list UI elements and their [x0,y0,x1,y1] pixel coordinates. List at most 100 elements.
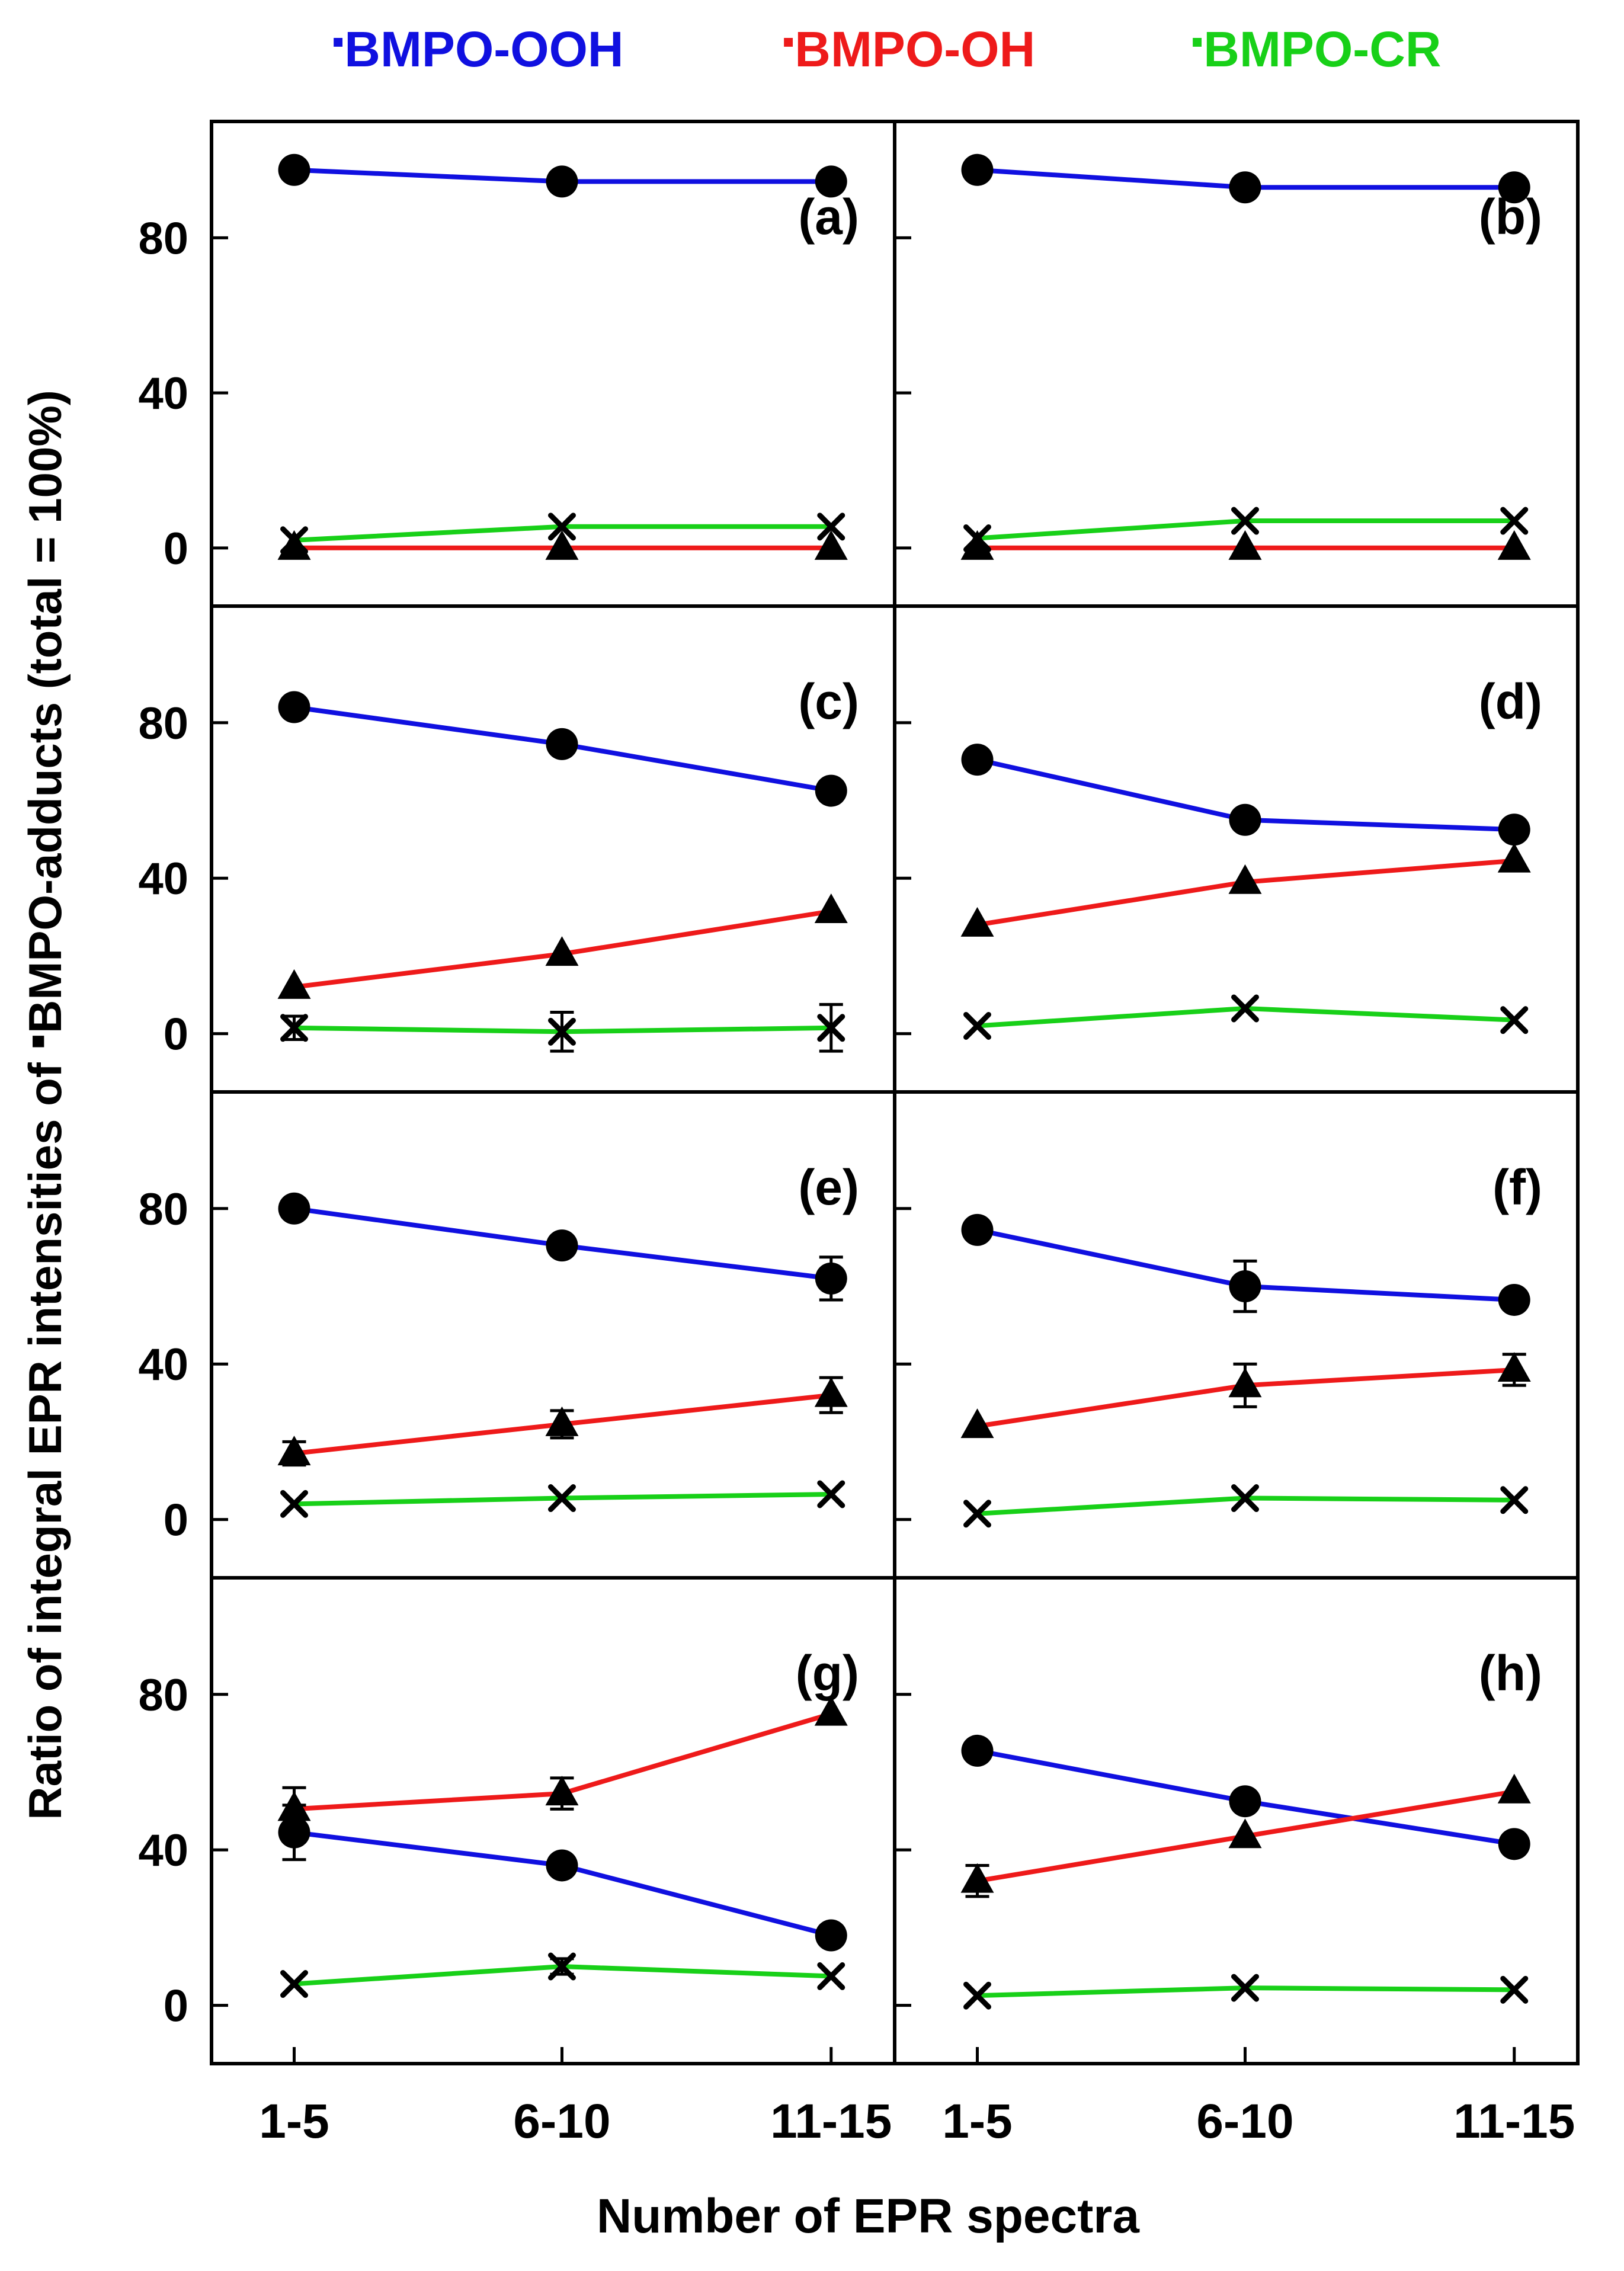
data-point-triangle [1497,1352,1531,1382]
panel-label: (a) [798,189,859,245]
panel-a: (a) [277,153,859,560]
y-tick-label: 40 [138,369,188,419]
data-point-x [1231,507,1259,535]
data-point-triangle [545,936,579,966]
data-point-circle [1498,813,1530,846]
y-tick-label: 40 [138,1825,188,1876]
data-point-circle [961,744,994,776]
data-point-circle [546,728,578,760]
data-point-triangle [1228,530,1262,560]
radical-dot: ▪ [11,1033,63,1050]
data-point-x [280,526,309,555]
data-point-triangle [960,1408,994,1439]
data-point-triangle [277,1791,311,1821]
data-point-circle [1229,171,1261,204]
x-tick-label: 6-10 [513,2094,610,2148]
data-point-x [280,1490,309,1518]
data-point-triangle [814,1696,848,1726]
panel-grid: (a) (b) (c) (d) (e) (f) (g) (h) [277,153,1542,2010]
data-point-circle [1498,1828,1530,1860]
data-point-circle [278,153,310,186]
x-tick-label: 11-15 [1453,2094,1575,2148]
data-point-triangle [814,530,848,560]
panel-c: (c) [277,674,859,1053]
legend-label: BMPO-OOH [344,21,623,77]
data-point-triangle [1228,864,1262,894]
legend-item: ▪BMPO-OH [782,21,1035,77]
y-tick-label: 80 [138,1670,188,1721]
data-point-circle [961,1213,994,1246]
data-point-x [963,524,992,552]
series-line-bmpo-ooh [294,1830,832,1938]
y-tick-label: 80 [138,1184,188,1235]
data-point-triangle [1228,1367,1262,1398]
axes: 0 40 80 0 40 80 0 40 80 0 40 80 1-5 6-10 11-15 1-5 6-10 1… [138,213,1575,2148]
x-axis-label: Number of EPR spectra [597,2189,1140,2243]
data-point-triangle [277,969,311,999]
y-tick-label: 0 [164,1495,188,1546]
y-tick-label: 0 [164,1981,188,2032]
data-point-triangle [1497,843,1531,873]
data-point-triangle [277,1436,311,1466]
data-point-circle [546,1229,578,1262]
data-point-circle [546,165,578,198]
panel-f: (f) [960,1159,1542,1528]
data-point-x [963,1011,992,1040]
data-point-x [817,1014,845,1042]
data-point-triangle [1228,1818,1262,1849]
y-tick-label: 0 [164,1010,188,1060]
data-point-triangle [960,1863,994,1893]
panel-g: (g) [277,1645,859,1998]
data-point-x [547,513,576,541]
data-point-x [280,1014,309,1042]
legend-dot: ▪ [782,21,795,61]
y-tick-label: 40 [138,854,188,904]
panel-e: (e) [277,1159,859,1518]
legend-dot: ▪ [1191,21,1203,61]
data-point-triangle [545,1406,579,1436]
data-point-triangle [960,530,994,560]
data-point-x [1231,1484,1259,1513]
data-point-circle [815,165,847,198]
data-point-circle [961,1734,994,1767]
y-axis-label: Ratio of integral EPR intensities of ▪BM… [11,390,71,1820]
data-point-circle [1229,803,1261,836]
legend-item: ▪BMPO-CR [1191,21,1442,77]
panel-frames [210,120,1580,2065]
legend: ▪BMPO-OOH ▪BMPO-OH ▪BMPO-CR [332,21,1442,77]
data-point-x [817,1480,845,1508]
data-point-x [1231,1974,1259,2002]
y-tick-label: 80 [138,213,188,264]
data-point-x [1500,1975,1529,2004]
data-point-circle [815,1262,847,1295]
data-point-triangle [960,907,994,937]
data-point-x [547,1484,576,1513]
data-point-triangle [814,1377,848,1407]
y-tick-label: 0 [164,524,188,574]
data-point-x [547,1017,576,1046]
panel-h: (h) [960,1645,1542,2010]
panel-label: (h) [1479,1645,1542,1701]
data-point-x [1500,507,1529,535]
data-point-circle [278,1192,310,1225]
panel-label: (d) [1479,674,1542,729]
data-point-x [963,1981,992,2010]
data-point-x [963,1500,992,1528]
legend-item: ▪BMPO-OOH [332,21,624,77]
data-point-x [1500,1486,1529,1514]
data-point-triangle [545,530,579,560]
data-point-circle [1498,1283,1530,1316]
data-point-x [817,1962,845,1990]
panel-label: (c) [798,674,859,729]
y-tick-label: 40 [138,1340,188,1390]
panel-label: (f) [1492,1159,1542,1215]
data-point-triangle [545,1776,579,1806]
data-point-circle [815,1919,847,1952]
data-point-circle [1498,171,1530,204]
data-point-x [280,1970,309,1998]
data-point-circle [546,1849,578,1882]
data-point-circle [1229,1270,1261,1302]
x-tick-label: 1-5 [942,2094,1013,2148]
data-point-x [817,513,845,541]
